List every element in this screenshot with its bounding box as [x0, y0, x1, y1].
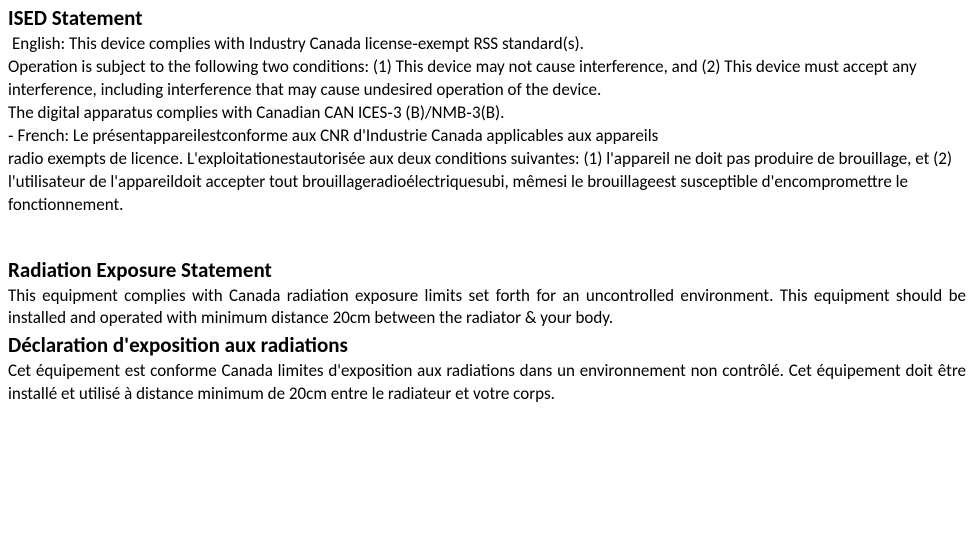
para-french-body: radio exempts de licence. L'exploitation…: [8, 148, 966, 217]
radiation-heading-fr: Déclaration d'exposition aux radiations: [8, 332, 966, 358]
para-french-intro: ‐ French: Le présentappareilestconforme …: [8, 125, 966, 148]
para-can-ices: The digital apparatus complies with Cana…: [8, 102, 966, 125]
radiation-heading: Radiation Exposure Statement: [8, 257, 966, 283]
ised-heading: ISED Statement: [8, 5, 966, 31]
para-english-intro: English: This device complies with Indus…: [8, 33, 966, 56]
para-radiation-fr: Cet équipement est conforme Canada limit…: [8, 360, 966, 406]
para-radiation-en: This equipment complies with Canada radi…: [8, 285, 966, 331]
para-conditions: Operation is subject to the following tw…: [8, 56, 966, 102]
